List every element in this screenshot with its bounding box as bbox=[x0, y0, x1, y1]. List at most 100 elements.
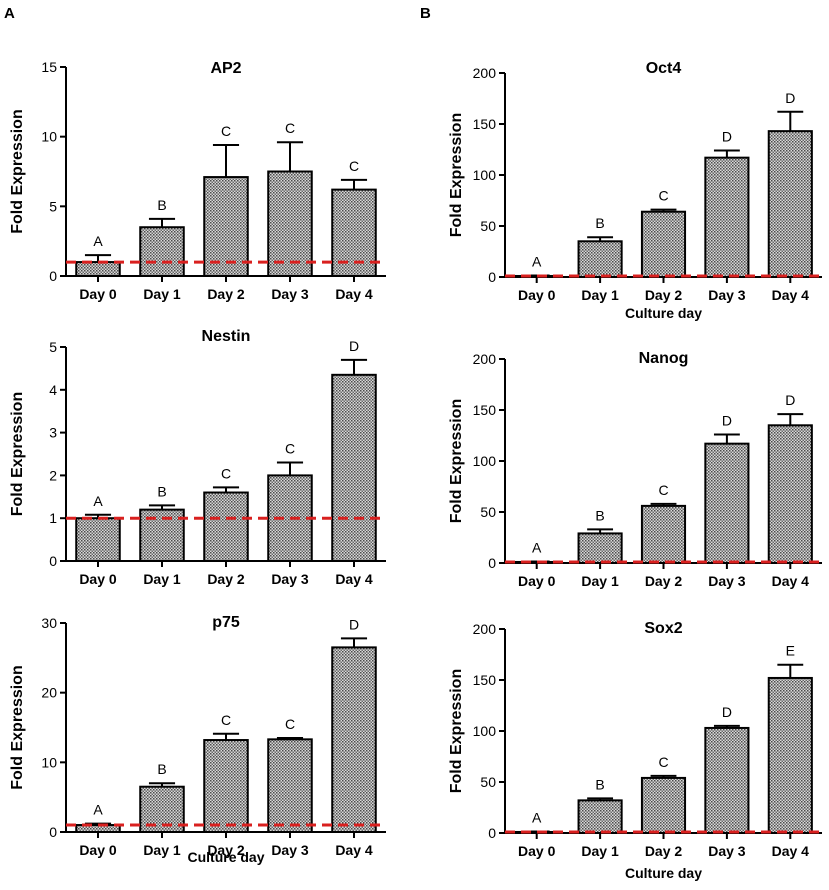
c3-y-tick-label-1: 50 bbox=[480, 218, 496, 234]
c2-y-tick-label-0: 0 bbox=[49, 824, 57, 840]
c4-y-axis-label: Fold Expression bbox=[448, 399, 465, 523]
c1-y-tick-label-1: 1 bbox=[49, 510, 57, 526]
c1-bar-4 bbox=[331, 373, 377, 562]
c5-significance-letter-3: D bbox=[722, 704, 732, 720]
c1-significance-letter-0: A bbox=[93, 493, 103, 509]
c0-significance-letter-4: C bbox=[349, 158, 359, 174]
c4-y-tick-label-1: 50 bbox=[480, 504, 496, 520]
c2-y-tick-label-3: 30 bbox=[41, 615, 57, 631]
c1-bar-2 bbox=[203, 491, 249, 562]
c5-y-tick-label-0: 0 bbox=[488, 825, 496, 841]
c3-significance-letter-4: D bbox=[785, 90, 795, 106]
c5-x-axis-label: Culture day bbox=[625, 865, 702, 881]
c3-significance-letter-1: B bbox=[595, 215, 604, 231]
c3-bar-3 bbox=[704, 156, 750, 278]
c1-significance-letter-4: D bbox=[349, 338, 359, 354]
c5-y-axis-label: Fold Expression bbox=[448, 669, 465, 793]
c1-y-tick-label-3: 3 bbox=[49, 425, 57, 441]
c5-category-label-4: Day 4 bbox=[772, 843, 810, 859]
c4-significance-letter-2: C bbox=[658, 482, 668, 498]
c3-y-axis-label: Fold Expression bbox=[448, 113, 465, 237]
c4-category-label-1: Day 1 bbox=[581, 573, 619, 589]
c3-bar-1 bbox=[577, 240, 623, 279]
c5-bar-4 bbox=[767, 676, 813, 835]
c0-y-axis-label: Fold Expression bbox=[9, 109, 26, 233]
c4-y-tick-label-2: 100 bbox=[473, 453, 497, 469]
c1-y-tick-label-5: 5 bbox=[49, 339, 57, 355]
c1-significance-letter-2: C bbox=[221, 465, 231, 481]
c4-y-tick-label-4: 200 bbox=[473, 351, 497, 367]
c4-significance-letter-3: D bbox=[722, 412, 732, 428]
c3-category-label-0: Day 0 bbox=[518, 287, 556, 303]
c0-significance-letter-2: C bbox=[221, 123, 231, 139]
c3-x-axis-label: Culture day bbox=[625, 305, 702, 321]
c1-title: Nestin bbox=[202, 328, 251, 345]
c0-significance-letter-0: A bbox=[93, 233, 103, 249]
c4-significance-letter-0: A bbox=[532, 539, 542, 555]
c1-category-label-0: Day 0 bbox=[79, 571, 117, 587]
c5-bar-2 bbox=[640, 776, 687, 834]
c3-bar-2 bbox=[640, 210, 687, 278]
c5-bar-1 bbox=[577, 799, 623, 834]
c4-significance-letter-4: D bbox=[785, 392, 795, 408]
panel-label-b: B bbox=[420, 5, 431, 22]
c5-significance-letter-0: A bbox=[532, 809, 542, 825]
c0-title: AP2 bbox=[210, 60, 241, 77]
c0-y-tick-label-0: 0 bbox=[49, 268, 57, 284]
c5-category-label-2: Day 2 bbox=[645, 843, 683, 859]
c4-bar-1 bbox=[577, 532, 623, 564]
c1-y-tick-label-4: 4 bbox=[49, 382, 57, 398]
c4-bar-4 bbox=[767, 424, 813, 564]
c5-significance-letter-1: B bbox=[595, 776, 604, 792]
c0-category-label-3: Day 3 bbox=[271, 286, 309, 302]
c2-category-label-4: Day 4 bbox=[335, 842, 373, 858]
c2-y-tick-label-1: 10 bbox=[41, 754, 57, 770]
c2-bar-2 bbox=[203, 739, 249, 833]
c4-bar-2 bbox=[640, 504, 687, 565]
c2-category-label-0: Day 0 bbox=[79, 842, 117, 858]
c4-y-tick-label-3: 150 bbox=[473, 402, 497, 418]
c1-significance-letter-3: C bbox=[285, 441, 295, 457]
c4-category-label-2: Day 2 bbox=[645, 573, 683, 589]
c3-y-tick-label-3: 150 bbox=[473, 116, 497, 132]
c4-y-tick-label-0: 0 bbox=[488, 555, 496, 571]
c4-title: Nanog bbox=[639, 350, 689, 367]
c3-y-tick-label-0: 0 bbox=[488, 269, 496, 285]
c2-significance-letter-4: D bbox=[349, 616, 359, 632]
c5-category-label-1: Day 1 bbox=[581, 843, 619, 859]
c4-bar-3 bbox=[704, 442, 750, 564]
c2-category-label-2: Day 2 bbox=[207, 842, 245, 858]
c2-y-axis-label: Fold Expression bbox=[9, 665, 26, 789]
c1-category-label-2: Day 2 bbox=[207, 571, 245, 587]
c3-category-label-4: Day 4 bbox=[772, 287, 810, 303]
c2-title: p75 bbox=[212, 614, 240, 631]
c5-y-tick-label-2: 100 bbox=[473, 723, 497, 739]
c0-bar-2 bbox=[203, 176, 249, 277]
c5-bar-3 bbox=[704, 726, 750, 834]
c0-y-tick-label-2: 10 bbox=[41, 129, 57, 145]
c3-category-label-2: Day 2 bbox=[645, 287, 683, 303]
c3-category-label-3: Day 3 bbox=[708, 287, 746, 303]
c3-significance-letter-3: D bbox=[722, 129, 732, 145]
c1-y-tick-label-0: 0 bbox=[49, 553, 57, 569]
c0-bar-1 bbox=[139, 226, 185, 278]
c0-category-label-4: Day 4 bbox=[335, 286, 373, 302]
c3-title: Oct4 bbox=[646, 60, 682, 77]
c3-bar-4 bbox=[767, 130, 813, 278]
c1-y-axis-label: Fold Expression bbox=[9, 392, 26, 516]
c2-y-tick-label-2: 20 bbox=[41, 685, 57, 701]
c2-category-label-3: Day 3 bbox=[271, 842, 309, 858]
c1-significance-letter-1: B bbox=[157, 483, 166, 499]
c5-category-label-3: Day 3 bbox=[708, 843, 746, 859]
c4-category-label-3: Day 3 bbox=[708, 573, 746, 589]
c2-category-label-1: Day 1 bbox=[143, 842, 181, 858]
c2-significance-letter-0: A bbox=[93, 802, 103, 818]
c2-significance-letter-3: C bbox=[285, 716, 295, 732]
c1-category-label-1: Day 1 bbox=[143, 571, 181, 587]
c3-significance-letter-0: A bbox=[532, 253, 542, 269]
c4-significance-letter-1: B bbox=[595, 507, 604, 523]
c0-significance-letter-1: B bbox=[157, 197, 166, 213]
c3-y-tick-label-4: 200 bbox=[473, 65, 497, 81]
c0-bar-3 bbox=[267, 170, 313, 277]
c3-category-label-1: Day 1 bbox=[581, 287, 619, 303]
